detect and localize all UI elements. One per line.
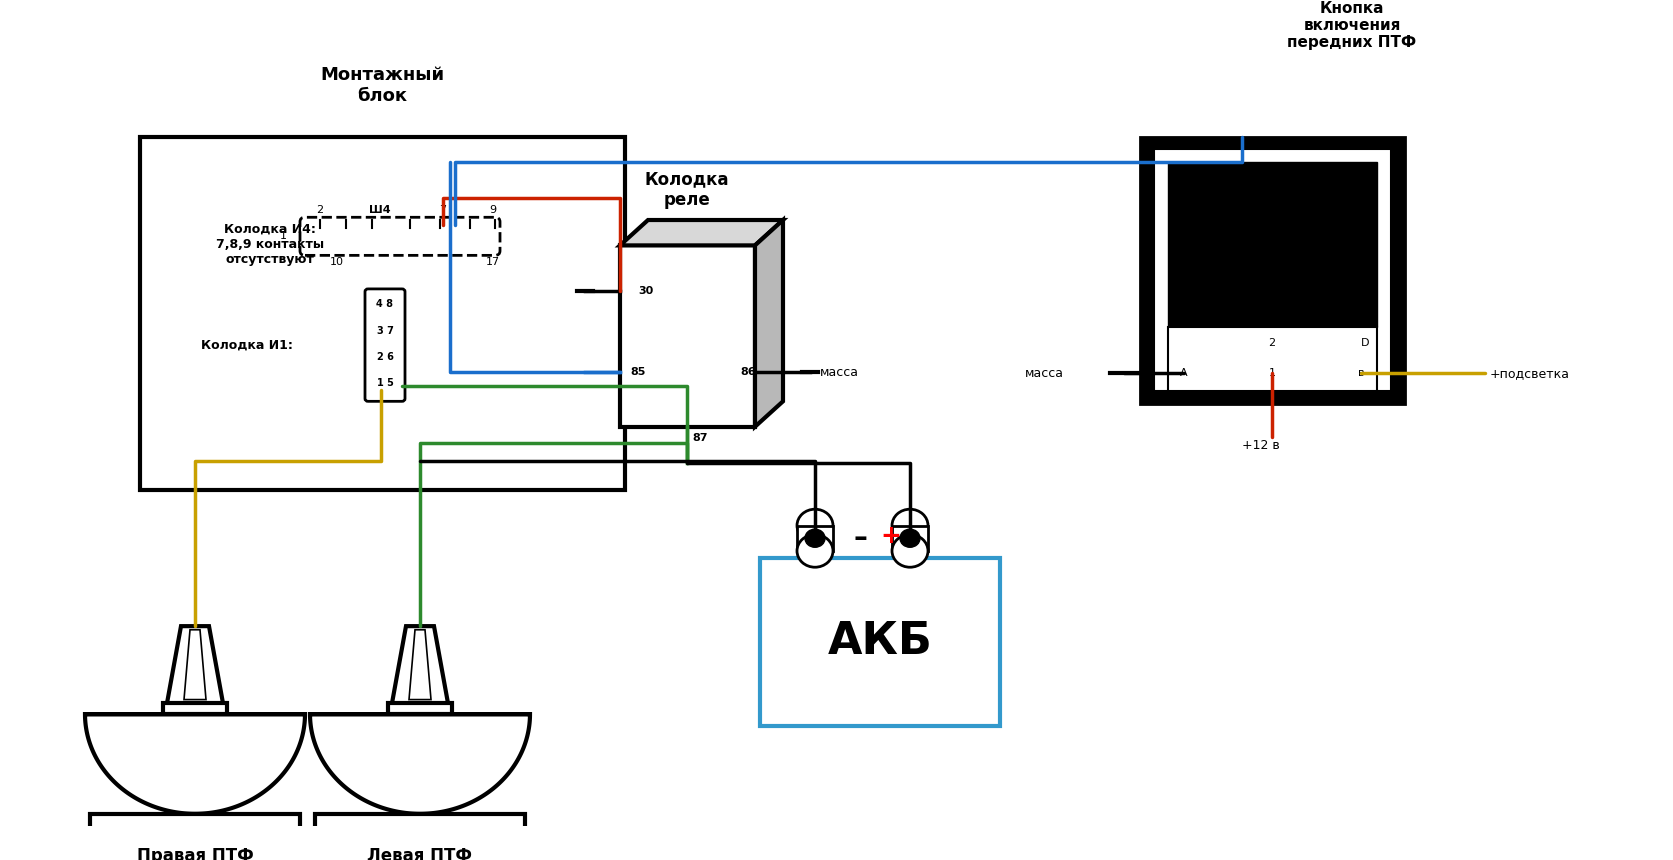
Circle shape [805, 529, 825, 547]
Polygon shape [388, 703, 452, 714]
Text: 86: 86 [739, 367, 755, 378]
Polygon shape [90, 833, 299, 860]
Text: Кнопка
включения
передних ПТФ: Кнопка включения передних ПТФ [1287, 1, 1415, 51]
Text: масса: масса [1024, 367, 1064, 380]
Text: масса: масса [820, 366, 858, 378]
Text: 7: 7 [440, 206, 447, 216]
Polygon shape [85, 714, 304, 814]
Text: 2: 2 [316, 206, 323, 216]
Polygon shape [184, 630, 206, 699]
Text: 2: 2 [1268, 338, 1275, 348]
Polygon shape [796, 525, 833, 551]
Text: D: D [1360, 338, 1369, 348]
Polygon shape [1168, 162, 1377, 327]
Polygon shape [167, 626, 223, 703]
Polygon shape [1168, 327, 1377, 391]
Text: 1: 1 [279, 231, 286, 242]
Text: 2 6: 2 6 [376, 352, 393, 362]
Polygon shape [391, 626, 448, 703]
Text: Колодка И4:
7,8,9 контакты
отсутствуют: Колодка И4: 7,8,9 контакты отсутствуют [216, 223, 325, 266]
Polygon shape [892, 525, 927, 551]
Text: 85: 85 [629, 367, 646, 378]
Text: +подсветка: +подсветка [1489, 367, 1569, 380]
FancyBboxPatch shape [760, 558, 999, 726]
Polygon shape [315, 833, 525, 860]
Circle shape [796, 535, 833, 568]
Text: Колодка
реле: Колодка реле [644, 170, 729, 209]
Text: 1: 1 [1268, 368, 1275, 378]
FancyBboxPatch shape [365, 289, 405, 402]
Text: Ш4: Ш4 [370, 206, 390, 216]
Polygon shape [162, 703, 228, 714]
FancyBboxPatch shape [299, 218, 500, 255]
Circle shape [900, 529, 920, 547]
Text: A: A [1179, 368, 1188, 378]
Polygon shape [1153, 150, 1390, 391]
Text: 4 8: 4 8 [376, 299, 393, 310]
Text: 9: 9 [489, 206, 497, 216]
Text: 3 7: 3 7 [376, 326, 393, 335]
Text: +12 в: +12 в [1241, 439, 1278, 452]
Circle shape [892, 535, 927, 568]
Text: Монтажный
блок: Монтажный блок [320, 66, 445, 105]
Text: +: + [880, 525, 900, 549]
Circle shape [796, 509, 833, 542]
Polygon shape [408, 630, 430, 699]
Text: АКБ: АКБ [826, 620, 932, 663]
Text: 30: 30 [637, 286, 652, 296]
Text: 10: 10 [330, 257, 343, 267]
Polygon shape [310, 714, 530, 814]
Polygon shape [315, 814, 525, 833]
Polygon shape [1139, 137, 1404, 404]
Text: в: в [1357, 368, 1363, 378]
Text: 1 5: 1 5 [376, 378, 393, 388]
Polygon shape [755, 220, 783, 427]
Text: Правая ПТФ: Правая ПТФ [137, 846, 253, 860]
Text: 17: 17 [485, 257, 500, 267]
Circle shape [892, 509, 927, 542]
Polygon shape [90, 814, 299, 833]
Polygon shape [619, 245, 755, 427]
Polygon shape [619, 220, 783, 245]
Text: Колодка И1:: Колодка И1: [201, 339, 293, 352]
Text: –: – [853, 525, 867, 552]
Text: Левая ПТФ: Левая ПТФ [368, 846, 472, 860]
Text: 87: 87 [691, 433, 708, 443]
